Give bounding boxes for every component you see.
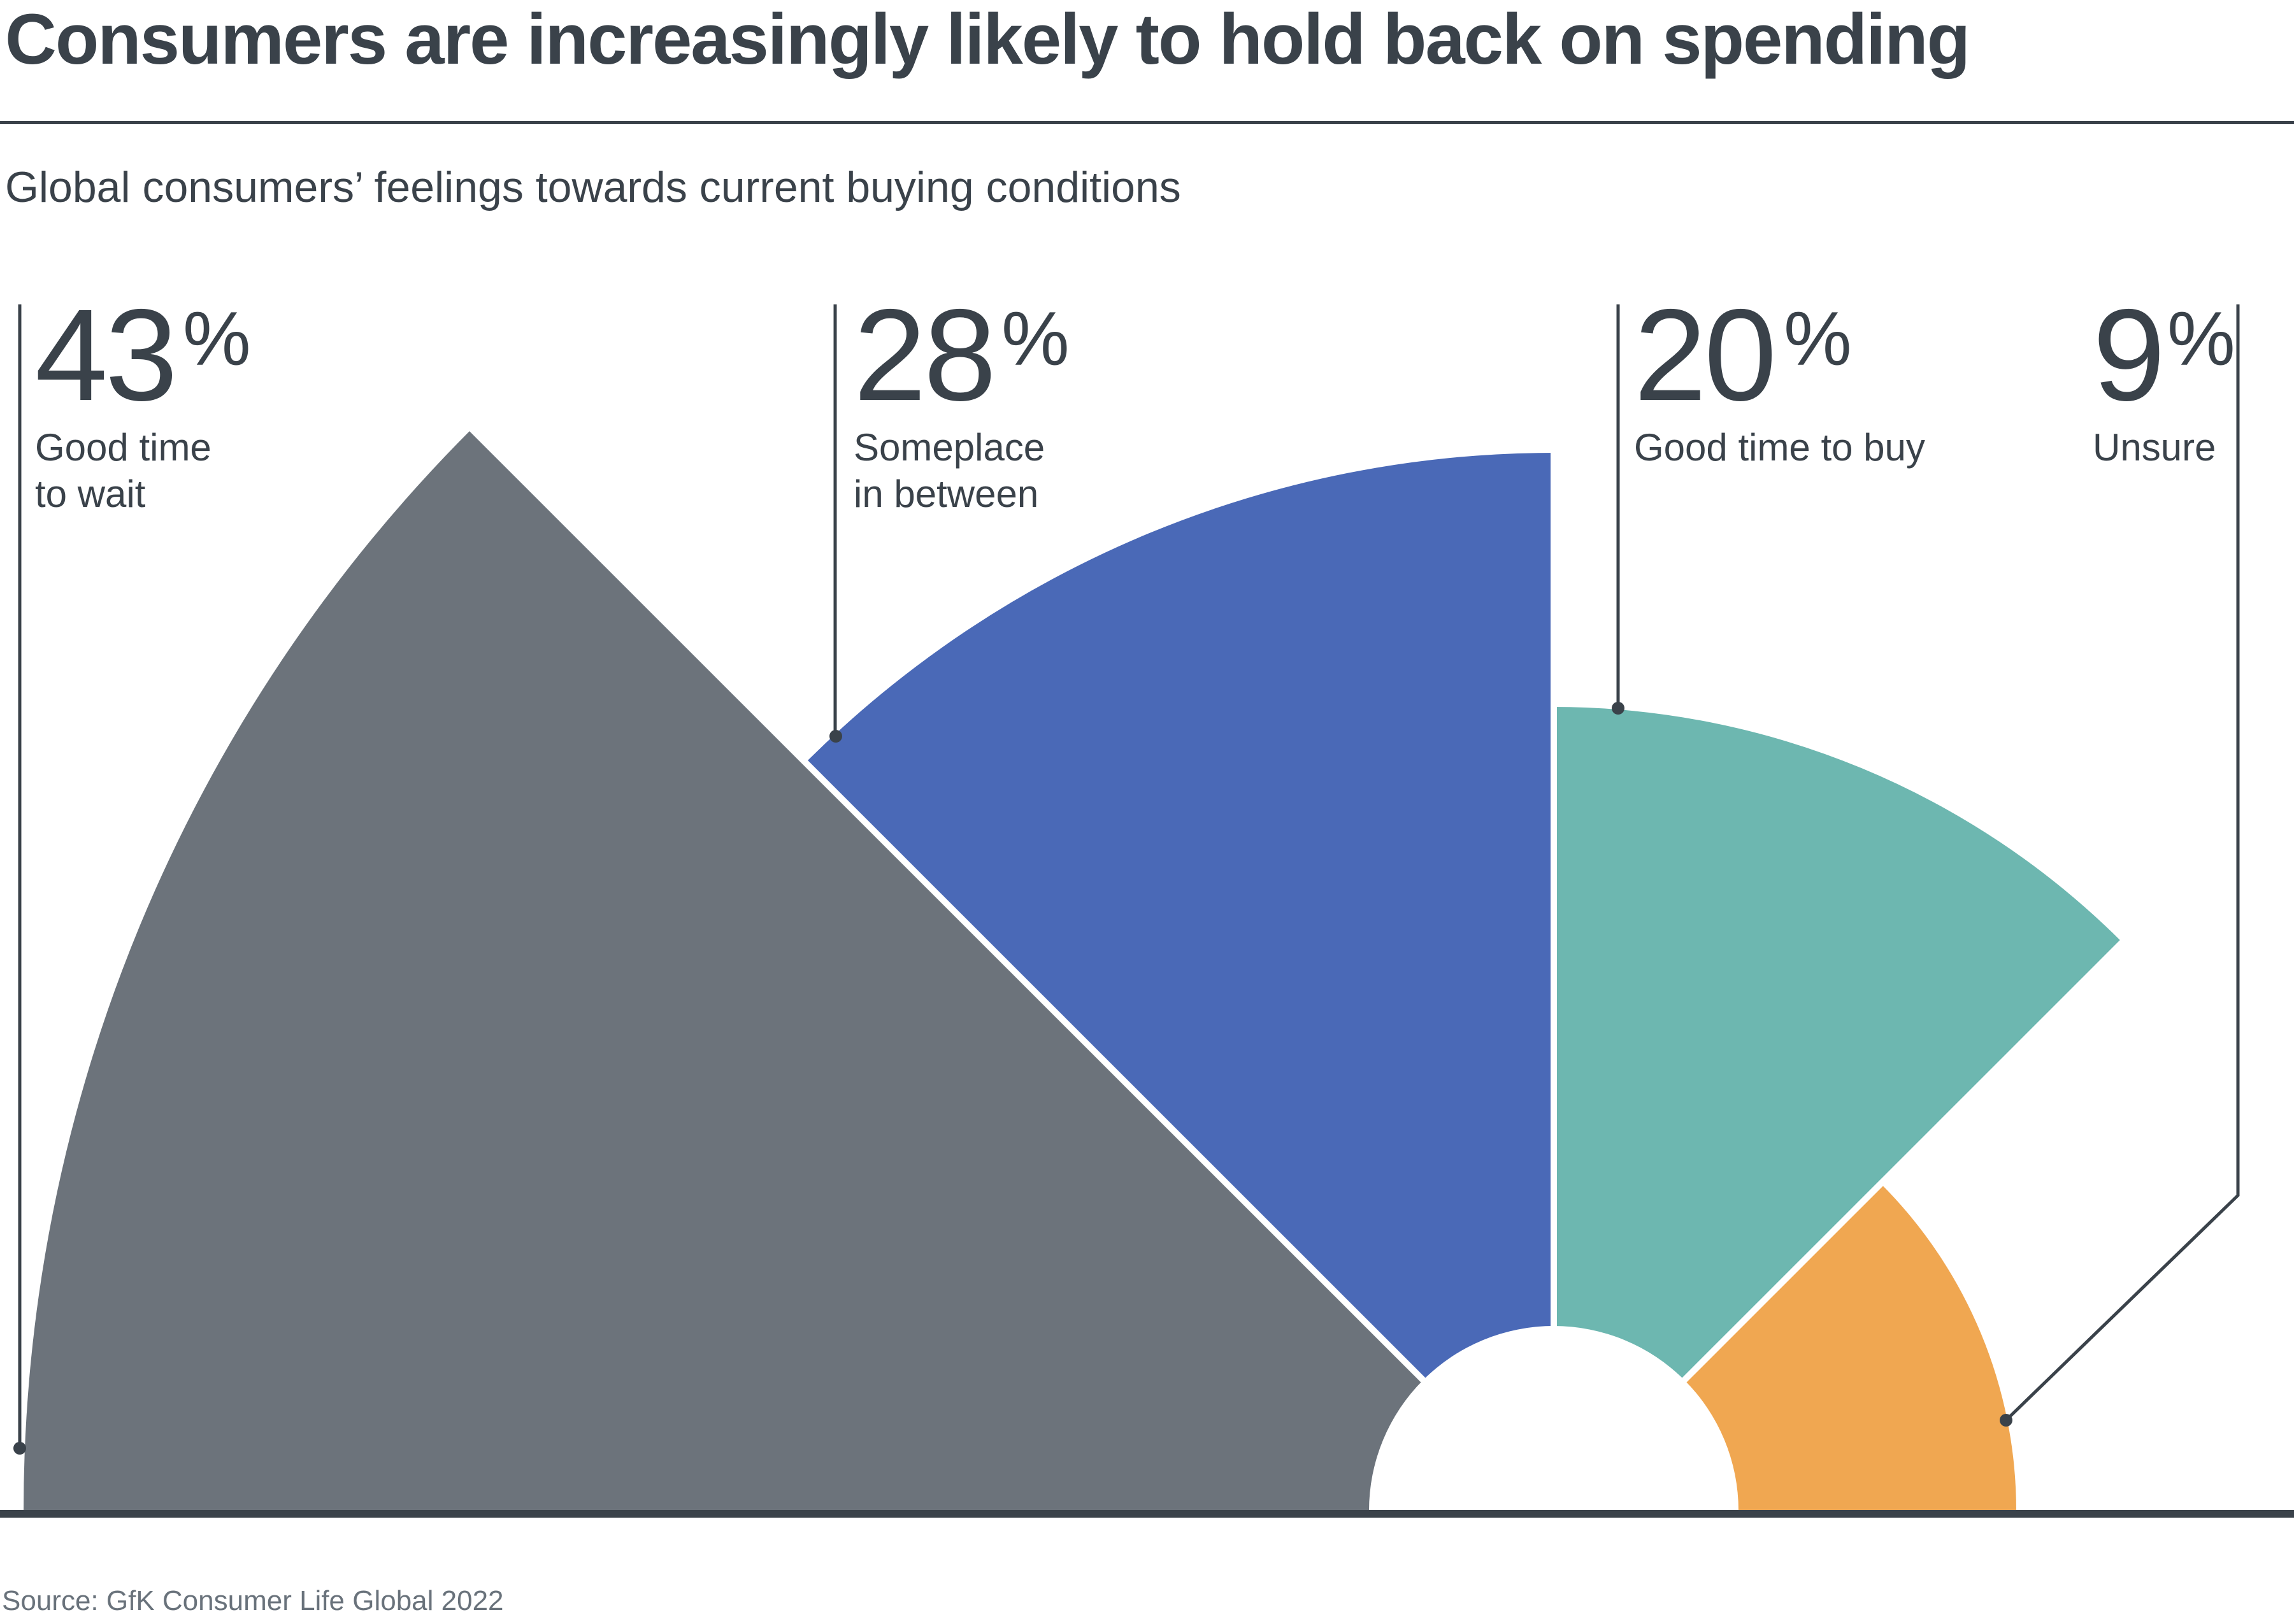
- percent-sign: %: [1784, 296, 1852, 381]
- label-line-2: to wait: [35, 473, 146, 515]
- wedge-separator-line: [1551, 766, 2294, 1513]
- label-line-1: Someplace: [854, 426, 1045, 469]
- segment-label-good-time-to-buy: 20 % Good time to buy: [1634, 282, 1925, 469]
- source-credit: Source: GfK Consumer Life Global 2022: [2, 1585, 504, 1616]
- baseline-bar: [0, 1510, 2294, 1518]
- percent-sign: %: [2167, 296, 2235, 381]
- segment-label-unsure: 9 % Unsure: [2093, 282, 2235, 469]
- value-28: 28: [854, 282, 994, 428]
- segment-label-good-time-to-wait: 43 % Good time to wait: [35, 282, 251, 515]
- percent-sign: %: [183, 296, 251, 381]
- chart-subtitle: Global consumers’ feelings towards curre…: [5, 163, 1181, 211]
- center-hole: [1369, 1326, 1738, 1624]
- label-line-1: Good time to buy: [1634, 426, 1925, 469]
- segment-label-someplace-in-between: 28 % Someplace in between: [854, 282, 1070, 515]
- leader-dot-28pct: [829, 730, 842, 743]
- value-43: 43: [35, 282, 175, 428]
- wedge-good-time-to-buy: [1554, 707, 2123, 1511]
- rose-wedges: [24, 429, 2123, 1511]
- wedge-someplace-in-between: [805, 453, 1554, 1511]
- wedge-separators: [416, 0, 2294, 1513]
- page-title: Consumers are increasingly likely to hol…: [5, 0, 1969, 79]
- label-line-2: in between: [854, 473, 1038, 515]
- label-line-1: Good time: [35, 426, 211, 469]
- value-20: 20: [1634, 282, 1774, 428]
- title-rule: [0, 121, 2294, 124]
- value-9: 9: [2093, 282, 2163, 428]
- wedge-separator-line: [416, 373, 1556, 1513]
- leader-dot-43pct: [13, 1442, 26, 1455]
- label-line-1: Unsure: [2093, 426, 2216, 469]
- leader-lines: [13, 304, 2240, 1455]
- wedge-good-time-to-wait: [24, 429, 1554, 1511]
- leader-dot-20pct: [1612, 702, 1624, 715]
- leader-dot-9pct: [2000, 1414, 2012, 1427]
- percent-sign: %: [1001, 296, 1070, 381]
- leader-line-9pct: [2005, 304, 2240, 1421]
